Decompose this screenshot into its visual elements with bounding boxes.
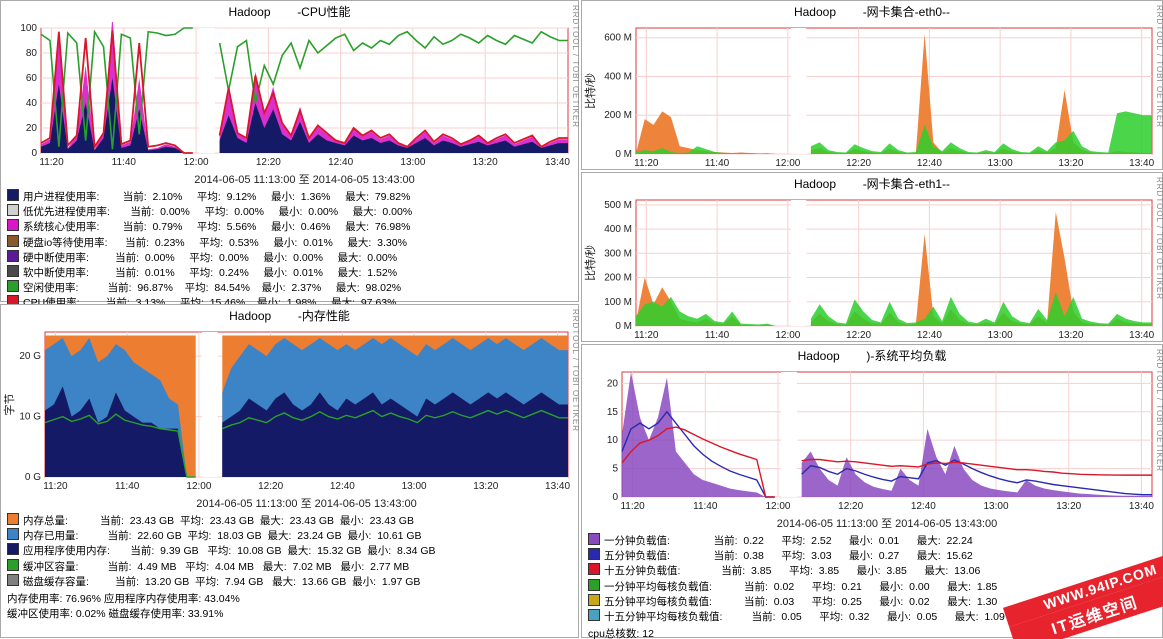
svg-text:0: 0 [31, 148, 37, 159]
mem-panel: Hadoop -内存性能 0 G 10 G 20 G 11:20 11:40 12:00 1… [0, 304, 579, 638]
watermark: RRDTOOL / TOBI OETIKER [571, 309, 580, 432]
svg-text:200 M: 200 M [604, 273, 632, 284]
svg-text:11:20: 11:20 [634, 330, 659, 341]
svg-text:11:20: 11:20 [620, 501, 645, 512]
eth1-panel: Hadoop -网卡集合-eth1-- 0 M 100 M 200 M 300 M 40… [581, 172, 1163, 342]
watermark: RRDTOOL / TOBI OETIKER [1155, 5, 1163, 128]
svg-text:0: 0 [612, 492, 618, 503]
svg-text:20: 20 [607, 378, 619, 389]
svg-text:12:40: 12:40 [917, 330, 942, 341]
mem-legend: 内存总量: 当前: 23.43 GB 平均: 23.43 GB 最大: 23.4… [1, 511, 578, 591]
svg-text:80: 80 [26, 48, 38, 59]
eth1-title: Hadoop -网卡集合-eth1-- [582, 173, 1162, 194]
svg-text:11:20: 11:20 [39, 157, 64, 168]
svg-text:12:20: 12:20 [838, 501, 863, 512]
svg-text:12:40: 12:40 [330, 481, 355, 492]
svg-text:11:40: 11:40 [705, 158, 730, 169]
svg-text:11:40: 11:40 [112, 157, 137, 168]
svg-text:20 G: 20 G [19, 351, 41, 362]
eth0-title: Hadoop -网卡集合-eth0-- [582, 1, 1162, 22]
svg-text:500 M: 500 M [604, 200, 632, 211]
svg-text:13:00: 13:00 [984, 501, 1009, 512]
svg-text:11:40: 11:40 [693, 501, 718, 512]
svg-text:13:00: 13:00 [402, 481, 427, 492]
svg-text:12:40: 12:40 [911, 501, 936, 512]
svg-text:13:40: 13:40 [1129, 330, 1154, 341]
svg-text:11:20: 11:20 [43, 481, 68, 492]
svg-text:13:40: 13:40 [1129, 501, 1154, 512]
svg-text:11:40: 11:40 [115, 481, 140, 492]
svg-text:400 M: 400 M [604, 71, 632, 82]
cpu-title: Hadoop -CPU性能 [1, 1, 578, 22]
watermark: RRDTOOL / TOBI OETIKER [571, 5, 580, 128]
svg-text:11:20: 11:20 [634, 158, 659, 169]
load-title: Hadoop )-系统平均负载 [582, 345, 1162, 366]
svg-text:13:40: 13:40 [545, 481, 570, 492]
svg-text:200 M: 200 M [604, 110, 632, 121]
svg-text:比特/秒: 比特/秒 [583, 245, 597, 281]
svg-text:0 M: 0 M [615, 149, 632, 160]
svg-text:13:00: 13:00 [400, 157, 425, 168]
svg-text:40: 40 [26, 98, 38, 109]
svg-text:12:00: 12:00 [184, 157, 209, 168]
cpu-legend: 用户进程使用率: 当前: 2.10% 平均: 9.12% 最小: 1.36% 最… [1, 187, 578, 312]
svg-text:12:40: 12:40 [917, 158, 942, 169]
svg-text:2014-06-05 11:13:00 至 2014-06-: 2014-06-05 11:13:00 至 2014-06-05 13:43:0… [194, 174, 415, 186]
svg-text:13:20: 13:20 [473, 157, 498, 168]
svg-text:20: 20 [26, 123, 38, 134]
svg-text:12:20: 12:20 [846, 158, 871, 169]
load-chart: 0 5 10 15 20 11:20 11:40 12:00 12:20 12:40 13:00 13… [582, 366, 1162, 531]
svg-text:600 M: 600 M [604, 33, 632, 44]
svg-text:5: 5 [612, 464, 618, 475]
svg-text:12:20: 12:20 [256, 157, 281, 168]
eth0-chart: 0 M 200 M 400 M 600 M 11:20 11:40 12:00 12:20 12… [582, 22, 1162, 172]
svg-text:300 M: 300 M [604, 248, 632, 259]
svg-text:2014-06-05 11:13:00 至 2014-06-: 2014-06-05 11:13:00 至 2014-06-05 13:43:0… [196, 498, 417, 510]
watermark: RRDTOOL / TOBI OETIKER [1155, 177, 1163, 300]
svg-text:400 M: 400 M [604, 224, 632, 235]
svg-text:12:00: 12:00 [765, 501, 790, 512]
cpu-panel: Hadoop -CPU性能 0 20 40 60 80 100 11:20 11:40 12:0… [0, 0, 579, 302]
svg-text:0 M: 0 M [615, 321, 632, 332]
svg-text:13:20: 13:20 [1058, 158, 1083, 169]
svg-text:10 G: 10 G [19, 412, 41, 423]
svg-text:15: 15 [607, 407, 619, 418]
svg-text:100: 100 [20, 23, 37, 34]
mem-chart: 0 G 10 G 20 G 11:20 11:40 12:00 12:20 12:40 13:0… [1, 326, 578, 511]
eth1-chart: 0 M 100 M 200 M 300 M 400 M 500 M 11:20 11:40 12… [582, 194, 1162, 344]
svg-text:12:20: 12:20 [846, 330, 871, 341]
svg-text:100 M: 100 M [604, 297, 632, 308]
svg-text:11:40: 11:40 [705, 330, 730, 341]
cpu-chart: 0 20 40 60 80 100 11:20 11:40 12:00 12:20 12:40 13:… [1, 22, 578, 187]
svg-text:13:00: 13:00 [988, 158, 1013, 169]
svg-text:13:20: 13:20 [1058, 330, 1083, 341]
svg-text:60: 60 [26, 73, 38, 84]
svg-text:12:00: 12:00 [186, 481, 211, 492]
eth0-panel: Hadoop -网卡集合-eth0-- 0 M 200 M 400 M 600 M 11… [581, 0, 1163, 170]
svg-text:13:00: 13:00 [988, 330, 1013, 341]
svg-text:2014-06-05 11:13:00 至 2014-06-: 2014-06-05 11:13:00 至 2014-06-05 13:43:0… [777, 518, 998, 530]
svg-text:10: 10 [607, 435, 619, 446]
svg-text:13:40: 13:40 [545, 157, 570, 168]
watermark: RRDTOOL / TOBI OETIKER [1155, 349, 1163, 472]
svg-text:12:40: 12:40 [328, 157, 353, 168]
mem-footer: 内存使用率: 76.96% 应用程序内存使用率: 43.04%缓冲区使用率: 0… [1, 591, 578, 621]
svg-text:13:20: 13:20 [473, 481, 498, 492]
mem-title: Hadoop -内存性能 [1, 305, 578, 326]
svg-text:12:20: 12:20 [258, 481, 283, 492]
svg-text:12:00: 12:00 [775, 330, 800, 341]
svg-text:13:40: 13:40 [1129, 158, 1154, 169]
svg-text:12:00: 12:00 [775, 158, 800, 169]
svg-text:13:20: 13:20 [1056, 501, 1081, 512]
svg-text:字节: 字节 [2, 394, 16, 416]
svg-text:比特/秒: 比特/秒 [583, 73, 597, 109]
svg-text:0 G: 0 G [25, 472, 41, 483]
